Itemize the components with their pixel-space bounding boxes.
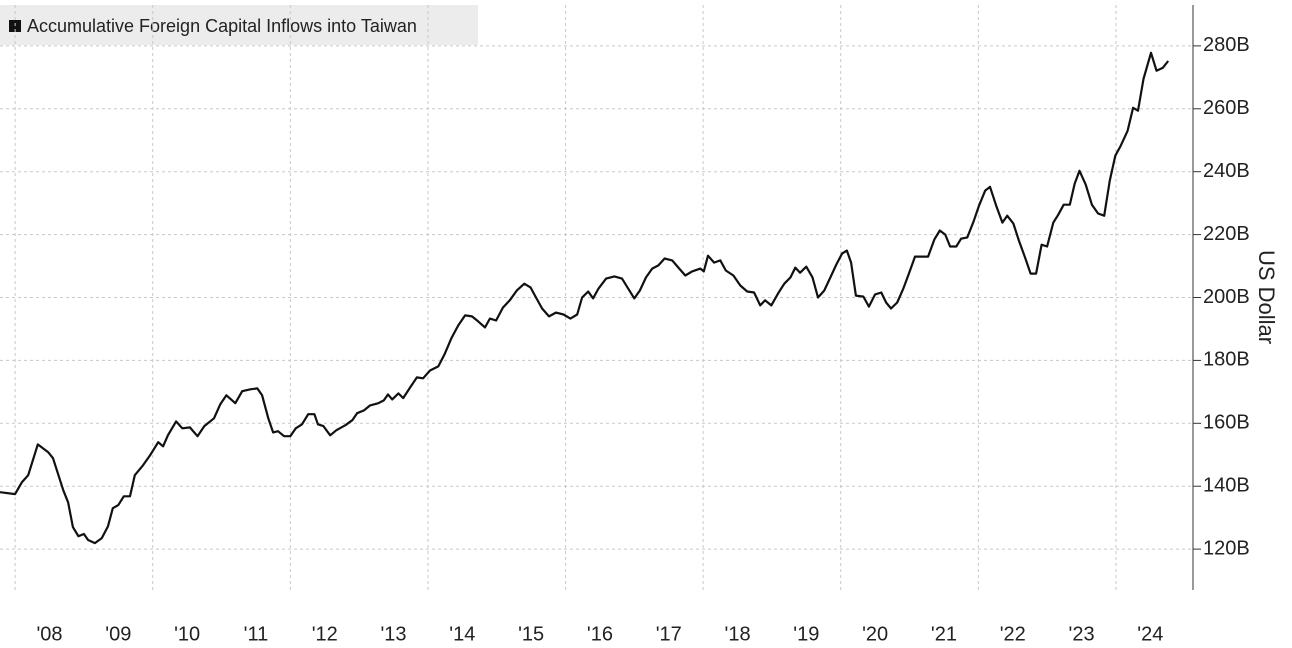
x-tick-label: '11 xyxy=(244,623,269,645)
x-tick-label: '21 xyxy=(931,623,957,645)
y-tick-label: 140B xyxy=(1203,474,1250,496)
x-tick-label: '17 xyxy=(656,623,682,645)
x-tick-label: '16 xyxy=(587,623,613,645)
x-tick-label: '18 xyxy=(725,623,751,645)
x-tick-label: '23 xyxy=(1069,623,1095,645)
y-tick-label: 160B xyxy=(1203,412,1250,434)
legend-label: Accumulative Foreign Capital Inflows int… xyxy=(27,16,417,36)
x-tick-label: '15 xyxy=(518,623,544,645)
data-line xyxy=(0,51,1170,545)
legend-box xyxy=(0,5,478,45)
y-tick-label: 260B xyxy=(1203,97,1250,119)
x-tick-label: '19 xyxy=(793,623,819,645)
x-tick-label: '24 xyxy=(1137,623,1163,645)
y-tick-label: 120B xyxy=(1203,537,1250,559)
y-tick-label: 200B xyxy=(1203,286,1250,308)
y-tick-label: 220B xyxy=(1203,223,1250,245)
x-tick-label: '20 xyxy=(862,623,888,645)
y-axis-label: US Dollar xyxy=(1254,250,1279,344)
x-tick-label: '12 xyxy=(312,623,338,645)
x-tick-label: '14 xyxy=(449,623,475,645)
x-tick-label: '08 xyxy=(36,623,62,645)
x-tick-label: '09 xyxy=(105,623,131,645)
y-tick-label: 240B xyxy=(1203,160,1250,182)
y-tick-label: 280B xyxy=(1203,34,1250,56)
y-tick-label: 180B xyxy=(1203,349,1250,371)
x-tick-label: '13 xyxy=(380,623,406,645)
x-tick-label: '22 xyxy=(1000,623,1026,645)
x-tick-label: '10 xyxy=(174,623,200,645)
